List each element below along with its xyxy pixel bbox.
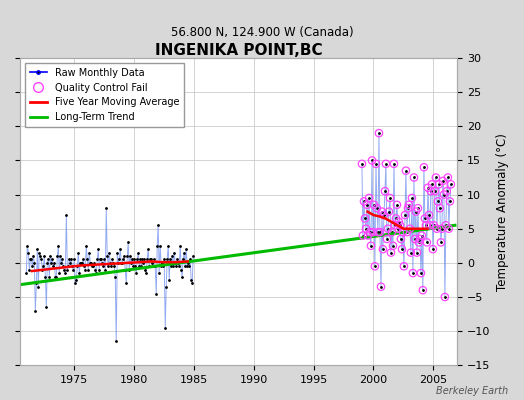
Point (389, 242, 397, 249)
Point (362, 226, 370, 232)
Point (421, 215, 429, 222)
Point (390, 161, 398, 167)
Point (408, 195, 416, 201)
Point (427, 188, 435, 194)
Point (388, 229, 396, 235)
Point (397, 236, 405, 242)
Point (395, 219, 403, 225)
Point (430, 222, 438, 228)
Point (418, 232, 426, 239)
Point (366, 229, 374, 235)
Point (406, 226, 414, 232)
Point (359, 232, 367, 239)
Point (419, 287, 427, 293)
Point (368, 157, 376, 164)
Point (420, 164, 428, 170)
Point (425, 222, 434, 228)
Point (409, 270, 417, 276)
Point (384, 226, 392, 232)
Point (399, 229, 407, 235)
Point (381, 188, 389, 194)
Point (443, 188, 451, 194)
Point (435, 181, 443, 188)
Point (378, 208, 386, 215)
Point (428, 181, 436, 188)
Point (369, 229, 377, 235)
Text: Berkeley Earth: Berkeley Earth (436, 386, 508, 396)
Point (422, 222, 430, 228)
Point (404, 205, 412, 212)
Point (405, 202, 413, 208)
Point (364, 232, 372, 239)
Point (414, 239, 423, 246)
Text: 56.800 N, 124.900 W (Canada): 56.800 N, 124.900 W (Canada) (171, 26, 353, 39)
Point (433, 226, 441, 232)
Point (439, 178, 447, 184)
Point (403, 229, 411, 235)
Point (376, 229, 384, 235)
Point (445, 226, 453, 232)
Point (400, 263, 408, 270)
Point (360, 198, 368, 204)
Point (416, 236, 424, 242)
Point (361, 215, 369, 222)
Point (393, 202, 401, 208)
Point (402, 168, 410, 174)
Point (380, 212, 388, 218)
Point (441, 294, 449, 300)
Point (431, 188, 439, 194)
Point (367, 242, 375, 249)
Point (440, 191, 448, 198)
Point (434, 198, 442, 204)
Title: INGENIKA POINT,BC: INGENIKA POINT,BC (155, 43, 322, 58)
Point (401, 212, 409, 218)
Point (446, 181, 455, 188)
Point (392, 215, 400, 222)
Point (383, 236, 391, 242)
Point (387, 250, 395, 256)
Point (438, 226, 446, 232)
Point (373, 205, 381, 212)
Y-axis label: Temperature Anomaly (°C): Temperature Anomaly (°C) (496, 133, 509, 290)
Point (391, 222, 399, 228)
Point (423, 239, 431, 246)
Point (372, 161, 380, 167)
Point (424, 184, 432, 191)
Point (442, 222, 450, 228)
Point (444, 174, 452, 181)
Point (363, 202, 371, 208)
Point (412, 208, 420, 215)
Legend: Raw Monthly Data, Quality Control Fail, Five Year Moving Average, Long-Term Tren: Raw Monthly Data, Quality Control Fail, … (25, 63, 184, 127)
Point (398, 246, 406, 252)
Point (425, 212, 433, 218)
Point (413, 250, 421, 256)
Point (394, 226, 402, 232)
Point (414, 205, 422, 212)
Point (429, 246, 437, 252)
Point (379, 246, 387, 252)
Point (381, 161, 390, 167)
Point (407, 250, 415, 256)
Point (385, 208, 393, 215)
Point (436, 239, 445, 246)
Point (435, 205, 444, 212)
Point (396, 222, 404, 228)
Point (358, 161, 366, 167)
Point (410, 174, 418, 181)
Point (370, 263, 379, 270)
Point (411, 236, 419, 242)
Point (417, 270, 425, 276)
Point (370, 202, 378, 208)
Point (374, 229, 382, 235)
Point (446, 198, 454, 204)
Point (432, 174, 440, 181)
Point (386, 195, 394, 201)
Point (365, 195, 373, 201)
Point (377, 284, 385, 290)
Point (375, 130, 383, 136)
